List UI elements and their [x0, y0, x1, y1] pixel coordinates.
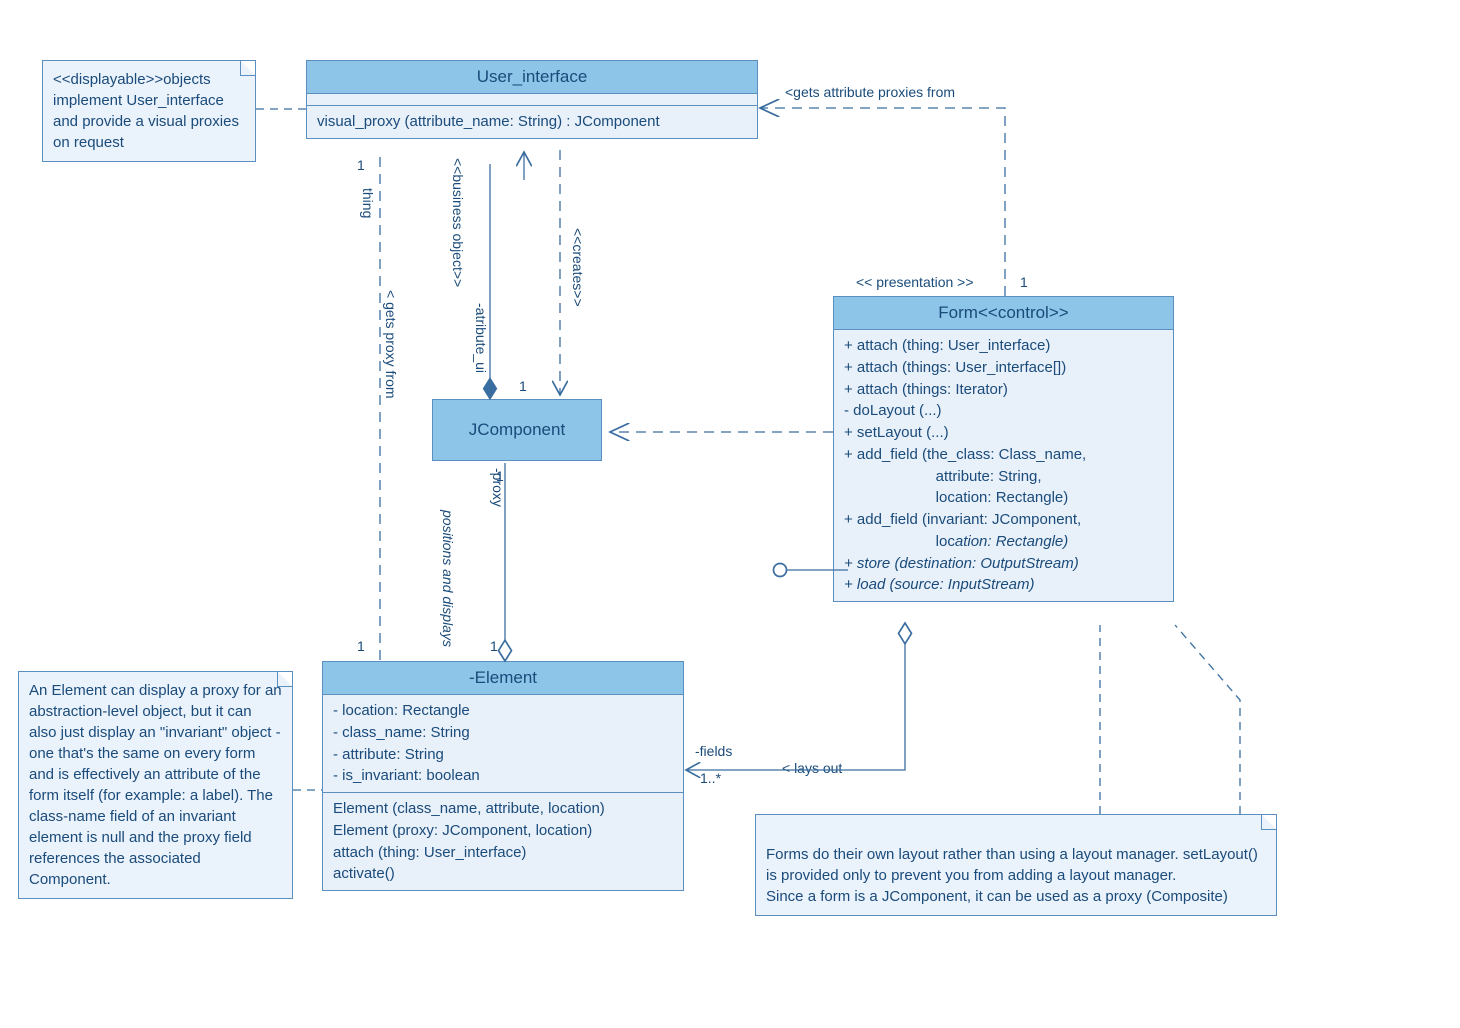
op: + attach (things: Iterator): [844, 379, 1163, 401]
label-creates: <<creates>>: [570, 228, 586, 307]
label-fields: -fields: [695, 743, 732, 759]
label-presentation: << presentation >>: [856, 274, 974, 290]
label-mult-1: 1: [1020, 274, 1028, 290]
op: location: Rectangle): [844, 531, 1163, 553]
op-italic: ation: Rectangle): [955, 531, 1068, 553]
attr: - attribute: String: [333, 744, 673, 766]
label-one: 1: [490, 638, 498, 654]
op: attribute: String,: [844, 466, 1163, 488]
text: positions and displays: [440, 510, 456, 647]
op: + add_field (invariant: JComponent,: [844, 509, 1163, 531]
attr: - class_name: String: [333, 722, 673, 744]
note-text: Forms do their own layout rather than us…: [766, 846, 1258, 905]
element-attrs: - location: Rectangle - class_name: Stri…: [323, 695, 683, 793]
op: + store (destination: OutputStream): [844, 553, 1163, 575]
op: + add_field (the_class: Class_name,: [844, 444, 1163, 466]
op: Element (class_name, attribute, location…: [333, 798, 673, 820]
attr: - is_invariant: boolean: [333, 765, 673, 787]
op: + setLayout (...): [844, 422, 1163, 444]
class-title: -Element: [323, 662, 683, 695]
label-one: 1: [496, 468, 504, 484]
class-empty-section: [307, 94, 757, 106]
class-title: User_interface: [307, 61, 757, 94]
element-ops: Element (class_name, attribute, location…: [323, 793, 683, 890]
op: Element (proxy: JComponent, location): [333, 820, 673, 842]
label-one: 1: [519, 378, 527, 394]
form-ops: + attach (thing: User_interface) + attac…: [834, 330, 1173, 601]
label-lays-out: < lays out: [782, 760, 842, 776]
note-displayable: <<displayable>>objects implement User_in…: [42, 60, 256, 162]
label-one: 1: [357, 157, 365, 173]
op: location: Rectangle): [844, 487, 1163, 509]
class-user-interface: User_interface visual_proxy (attribute_n…: [306, 60, 758, 139]
op: activate(): [333, 863, 673, 885]
label-one: 1: [357, 638, 365, 654]
label-gets-proxy-from: < gets proxy from: [383, 290, 399, 399]
op-prefix: loc: [844, 531, 955, 553]
op: + attach (thing: User_interface): [844, 335, 1163, 357]
label-atribute-ui: -atribute_ui: [473, 303, 489, 373]
label-gets-attr-proxies: <gets attribute proxies from: [785, 84, 955, 100]
attr: - location: Rectangle: [333, 700, 673, 722]
class-op: visual_proxy (attribute_name: String) : …: [307, 106, 757, 138]
jcomponent-title: JComponent: [469, 420, 565, 439]
label-one-star: 1..*: [700, 770, 721, 786]
op: - doLayout (...): [844, 400, 1163, 422]
class-title: Form<<control>>: [834, 297, 1173, 330]
class-element: -Element - location: Rectangle - class_n…: [322, 661, 684, 891]
op: attach (thing: User_interface): [333, 842, 673, 864]
class-form: Form<<control>> + attach (thing: User_in…: [833, 296, 1174, 602]
op: + load (source: InputStream): [844, 574, 1163, 596]
note-form: Forms do their own layout rather than us…: [755, 814, 1277, 916]
label-thing: thing: [360, 188, 376, 218]
note-text: An Element can display a proxy for an ab…: [29, 682, 282, 888]
op: + attach (things: User_interface[]): [844, 357, 1163, 379]
note-text: <<displayable>>objects implement User_in…: [53, 71, 239, 151]
label-business-object: <<business object>>: [450, 158, 466, 287]
label-positions-displays: positions and displays: [440, 510, 456, 647]
class-jcomponent: JComponent: [432, 399, 602, 461]
note-element: An Element can display a proxy for an ab…: [18, 671, 293, 899]
